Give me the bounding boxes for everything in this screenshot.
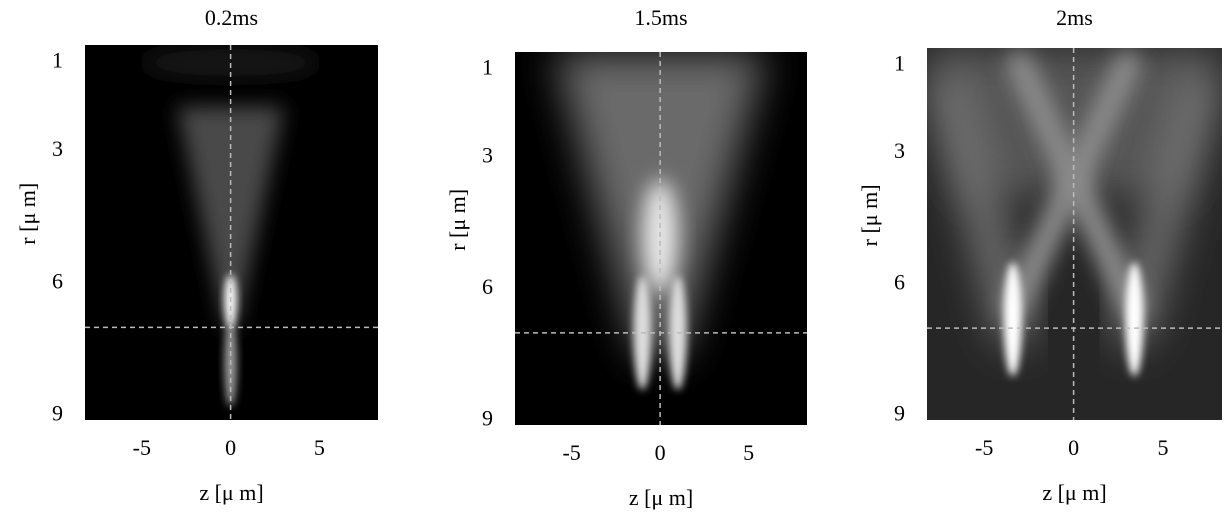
x-tick-label: -5 xyxy=(562,440,580,465)
panel: 1.5ms 1 3 6 9 -5 0 5 z [μ m] r [μ m] xyxy=(445,5,807,510)
y-tick-label: 3 xyxy=(52,136,63,161)
x-axis-label: z [μ m] xyxy=(1042,480,1106,505)
x-tick-label: 5 xyxy=(314,435,325,460)
intensity xyxy=(1114,69,1217,347)
x-tick-label: -5 xyxy=(975,435,993,460)
x-axis-label: z [μ m] xyxy=(199,480,263,505)
y-tick-label: 6 xyxy=(52,268,63,293)
x-tick-label: 0 xyxy=(655,440,666,465)
x-tick-label: 0 xyxy=(1068,435,1079,460)
panel-title: 1.5ms xyxy=(634,5,687,30)
panel-title: 2ms xyxy=(1056,5,1093,30)
x-axis-label: z [μ m] xyxy=(629,485,693,510)
y-tick-label: 3 xyxy=(482,142,493,167)
y-tick-label: 6 xyxy=(894,269,905,294)
panel: 0.2ms 1 3 6 9 -5 0 5 z [μ m] r [μ m] xyxy=(15,5,378,505)
intensity xyxy=(1003,262,1022,377)
y-axis-label: r [μ m] xyxy=(857,184,882,246)
intensity xyxy=(1005,51,1147,321)
y-tick-label: 1 xyxy=(52,48,63,73)
x-tick-label: 5 xyxy=(743,440,754,465)
x-tick-label: -5 xyxy=(133,435,151,460)
heatmap-image xyxy=(927,48,1222,420)
y-tick-label: 9 xyxy=(894,401,905,426)
y-tick-label: 9 xyxy=(52,401,63,426)
x-tick-label: 0 xyxy=(225,435,236,460)
panel-title: 0.2ms xyxy=(205,5,258,30)
y-tick-label: 9 xyxy=(482,406,493,431)
y-axis-label: r [μ m] xyxy=(15,183,40,245)
intensity xyxy=(141,49,320,76)
x-tick-label: 5 xyxy=(1158,435,1169,460)
intensity xyxy=(1125,262,1144,377)
y-tick-label: 6 xyxy=(482,274,493,299)
y-tick-label: 1 xyxy=(894,51,905,76)
panel: 2ms 1 3 6 9 -5 0 5 z [μ m] r [μ m] xyxy=(857,5,1222,505)
intensity xyxy=(930,69,1033,347)
y-tick-label: 1 xyxy=(482,55,493,80)
y-axis-label: r [μ m] xyxy=(445,189,470,251)
y-tick-label: 3 xyxy=(894,138,905,163)
